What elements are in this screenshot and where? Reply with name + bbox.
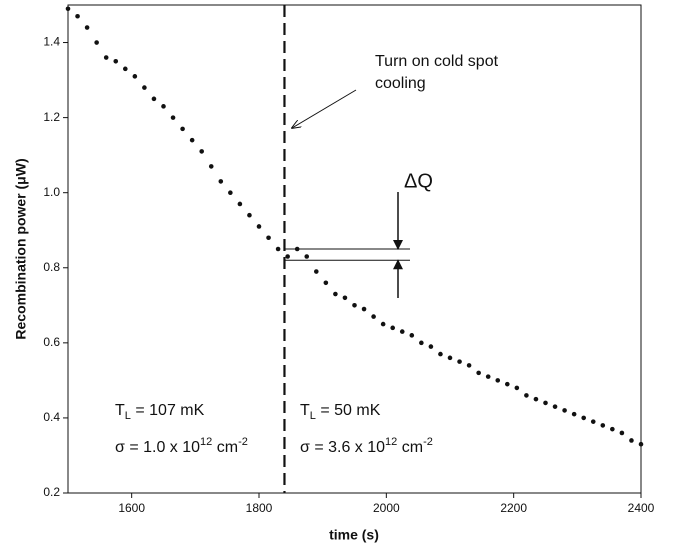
data-point xyxy=(438,351,443,357)
data-point xyxy=(199,149,204,154)
data-point xyxy=(142,85,147,90)
annotation-part: σ = 1.0 x 10 xyxy=(115,439,200,456)
data-point xyxy=(552,404,558,409)
data-point xyxy=(524,393,529,398)
data-point xyxy=(208,164,214,169)
data-point xyxy=(485,374,491,379)
data-point xyxy=(505,381,510,387)
data-point xyxy=(533,396,539,402)
data-point xyxy=(371,314,376,319)
data-point xyxy=(161,104,166,109)
data-point xyxy=(399,329,405,334)
annotation: σ = 3.6 x 1012 cm-2 xyxy=(300,436,433,456)
annotation-part: σ = 3.6 x 10 xyxy=(300,439,385,456)
data-point xyxy=(581,415,586,421)
data-point xyxy=(84,25,90,30)
data-point xyxy=(323,280,329,286)
data-point xyxy=(361,306,367,312)
data-point xyxy=(189,137,195,143)
data-point xyxy=(514,385,520,391)
plot-frame xyxy=(67,4,642,494)
delta-q-label: ΔQ xyxy=(404,170,433,192)
annotation-part: cm xyxy=(212,439,238,456)
annotation: TL = 107 mK xyxy=(115,402,205,422)
annotation-part: = 50 mK xyxy=(316,402,381,419)
data-point xyxy=(75,13,80,19)
data-point xyxy=(638,441,644,447)
data-point xyxy=(447,355,453,361)
y-tick-label: 0.2 xyxy=(43,485,60,499)
data-point xyxy=(103,55,109,60)
data-point xyxy=(247,212,252,218)
y-tick-label: 1.4 xyxy=(43,35,60,49)
y-tick-label: 0.8 xyxy=(43,260,60,274)
data-point xyxy=(419,340,424,346)
y-axis-label: Recombination power (μW) xyxy=(13,158,29,339)
data-point xyxy=(380,321,386,327)
data-point xyxy=(457,359,462,364)
data-point xyxy=(151,96,157,102)
y-tick-label: 1.2 xyxy=(43,110,60,124)
annotation: σ = 1.0 x 1012 cm-2 xyxy=(115,436,248,456)
data-point xyxy=(610,426,615,432)
x-tick-label: 2200 xyxy=(500,501,527,515)
data-point xyxy=(218,179,224,184)
annotation-part: T xyxy=(300,402,310,419)
data-point xyxy=(600,423,606,428)
data-point xyxy=(304,254,310,259)
data-point xyxy=(285,254,290,259)
x-tick-label: 2000 xyxy=(373,501,400,515)
data-point xyxy=(390,325,396,331)
data-point xyxy=(495,378,501,383)
x-axis-label: time (s) xyxy=(329,527,379,543)
data-point xyxy=(571,411,577,417)
y-tick-label: 0.6 xyxy=(43,335,60,349)
data-point xyxy=(428,344,434,349)
x-tick-label: 1800 xyxy=(246,501,273,515)
annotation-part: cm xyxy=(397,439,423,456)
data-point xyxy=(94,40,99,45)
data-point xyxy=(123,66,128,72)
annotation-part: L xyxy=(310,410,316,422)
data-point xyxy=(228,190,233,195)
data-point xyxy=(409,333,415,338)
data-point xyxy=(275,246,281,252)
data-point xyxy=(629,438,634,443)
x-tick-label: 1600 xyxy=(118,501,145,515)
annotation-part: -2 xyxy=(423,436,433,448)
annotation-part: = 107 mK xyxy=(131,402,205,419)
annotation: cooling xyxy=(375,75,426,92)
annotation-part: L xyxy=(125,410,131,422)
data-point xyxy=(237,201,243,207)
annotation: TL = 50 mK xyxy=(300,402,381,422)
data-point xyxy=(466,363,472,368)
data-point xyxy=(333,291,338,297)
annotation-arrow xyxy=(292,89,357,128)
data-point xyxy=(132,74,138,79)
data-point xyxy=(180,126,185,132)
annotation-part: -2 xyxy=(238,436,248,448)
y-tick-label: 0.4 xyxy=(43,410,60,424)
data-point xyxy=(314,269,319,274)
y-tick-label: 1.0 xyxy=(43,185,60,199)
data-point xyxy=(256,224,262,229)
data-point xyxy=(476,370,481,376)
data-point xyxy=(619,430,625,436)
x-tick-label: 2400 xyxy=(628,501,655,515)
data-point xyxy=(65,6,71,12)
data-point xyxy=(352,303,357,308)
data-point xyxy=(266,235,271,241)
annotation-part: 12 xyxy=(200,436,212,448)
data-point xyxy=(113,59,119,64)
annotation: Turn on cold spot xyxy=(375,53,499,70)
data-point xyxy=(543,400,548,406)
data-point xyxy=(590,419,596,424)
annotation-part: 12 xyxy=(385,436,397,448)
annotation-part: T xyxy=(115,402,125,419)
data-point xyxy=(342,295,348,301)
data-point xyxy=(562,408,567,413)
data-point xyxy=(170,115,176,120)
